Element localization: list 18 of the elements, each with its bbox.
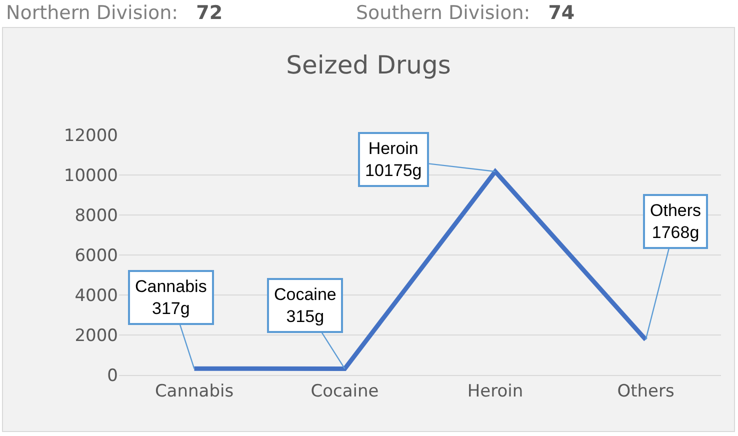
x-tick-label: Others (617, 381, 674, 402)
y-tick-label: 10000 (64, 166, 118, 186)
y-tick-label: 8000 (74, 206, 118, 226)
x-tick-label: Heroin (467, 381, 524, 402)
y-tick-label: 6000 (74, 246, 118, 266)
data-label: Cannabis 317g (135, 277, 207, 318)
data-label: Cocaine 315g (274, 285, 336, 326)
x-tick-label: Cannabis (154, 381, 234, 402)
text: Southern Division: 74 (356, 2, 575, 24)
data-label: Others 1768g (650, 201, 702, 242)
y-tick-label: 12000 (64, 126, 118, 146)
text: Northern Division: 72 (6, 2, 223, 24)
data-label: Heroin 10175g (365, 139, 422, 180)
chart-title: Seized Drugs (286, 50, 451, 80)
y-tick-label: 2000 (74, 326, 118, 346)
x-tick-label: Cocaine (310, 381, 379, 402)
y-tick-label: 0 (107, 366, 118, 386)
y-tick-label: 4000 (74, 286, 118, 306)
